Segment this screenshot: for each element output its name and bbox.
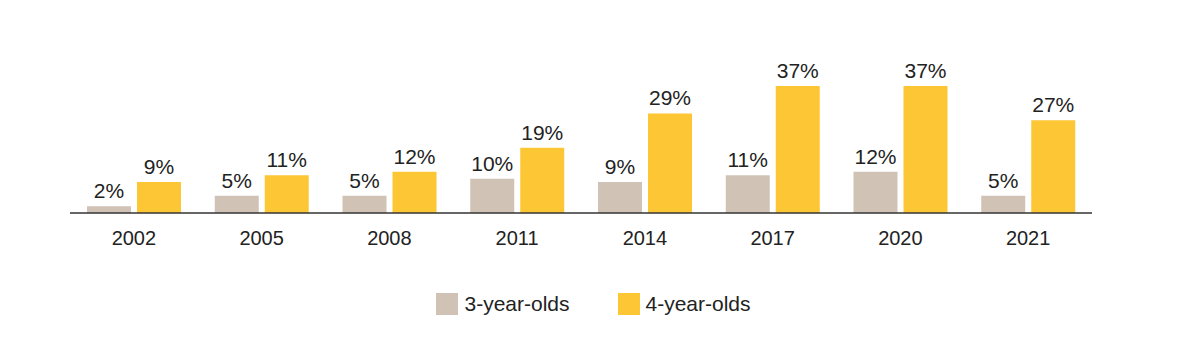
svg-text:2008: 2008	[367, 227, 412, 249]
svg-text:12%: 12%	[854, 145, 896, 168]
svg-text:2%: 2%	[94, 179, 124, 202]
svg-text:5%: 5%	[988, 169, 1018, 192]
svg-text:2002: 2002	[112, 227, 157, 249]
svg-text:5%: 5%	[222, 169, 252, 192]
svg-text:2017: 2017	[750, 227, 795, 249]
svg-text:9%: 9%	[144, 155, 174, 178]
svg-text:2014: 2014	[623, 227, 668, 249]
svg-text:37%: 37%	[904, 59, 946, 82]
html-text:3-year-olds: 3-year-olds	[464, 292, 570, 315]
svg-text:37%: 37%	[777, 59, 819, 82]
svg-text:2005: 2005	[239, 227, 284, 249]
svg-text:5%: 5%	[349, 169, 379, 192]
svg-text:2020: 2020	[878, 227, 923, 249]
svg-text:2021: 2021	[1006, 227, 1051, 249]
html-text:4-year-olds: 4-year-olds	[645, 292, 751, 315]
svg-text:29%: 29%	[649, 86, 691, 109]
svg-text:10%: 10%	[471, 152, 513, 175]
svg-text:12%: 12%	[393, 145, 435, 168]
svg-text:19%: 19%	[521, 121, 563, 144]
svg-text:2011: 2011	[496, 227, 539, 249]
svg-text:9%: 9%	[605, 155, 635, 178]
svg-text:11%: 11%	[267, 148, 307, 171]
svg-text:27%: 27%	[1032, 93, 1074, 116]
svg-text:11%: 11%	[728, 148, 768, 171]
